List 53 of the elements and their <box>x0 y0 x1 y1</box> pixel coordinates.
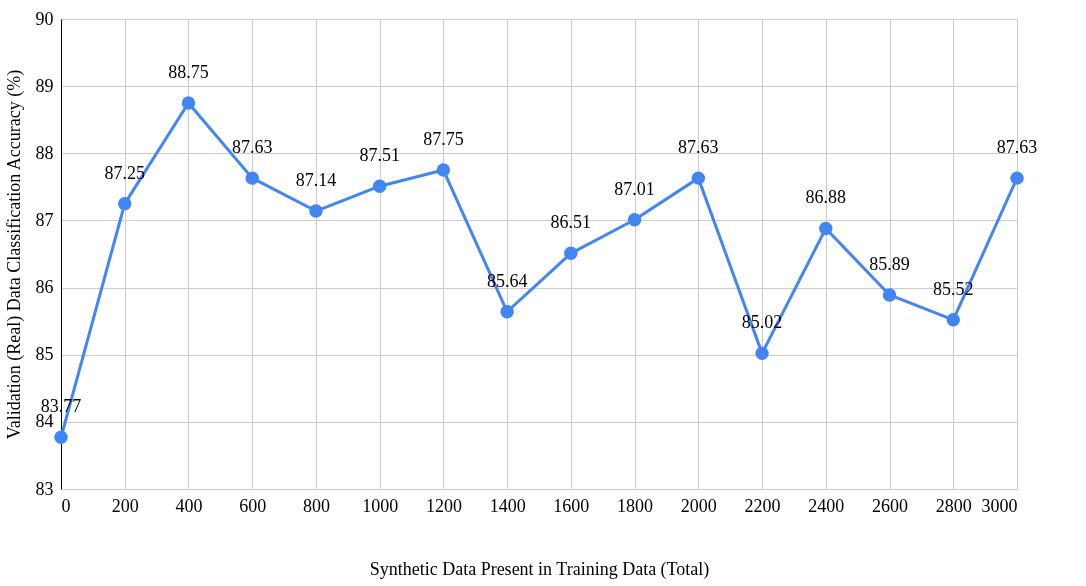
point <box>627 213 642 227</box>
y-axis-title: Validation (Real) Data Classification Accuracy (%) <box>3 69 25 440</box>
point <box>309 204 323 218</box>
data-label: 87.25 <box>104 162 145 183</box>
point <box>691 171 706 185</box>
x-tick-label: 2800 <box>935 495 972 516</box>
data-label: 87.51 <box>359 145 400 166</box>
data-label: 87.63 <box>678 137 719 158</box>
data-label: 85.89 <box>869 253 910 274</box>
x-tick-label: 2600 <box>872 495 909 516</box>
point <box>436 163 451 177</box>
point <box>882 288 897 302</box>
y-tick-label: 90 <box>35 8 54 29</box>
y-tick-label: 87 <box>35 209 54 230</box>
x-tick-label: 200 <box>111 495 139 516</box>
x-tick-label: 1000 <box>362 495 399 516</box>
x-tick-label: 800 <box>302 495 330 516</box>
data-label: 87.63 <box>996 137 1038 158</box>
point <box>564 246 578 261</box>
x-tick-label: 2400 <box>808 495 845 516</box>
x-tick-label: 400 <box>175 495 203 516</box>
y-tick-label: 88 <box>35 142 54 163</box>
y-tick-label: 85 <box>35 344 54 365</box>
x-tick-label: 0 <box>61 495 71 516</box>
y-tick-label: 83 <box>35 478 54 499</box>
data-label: 88.75 <box>168 61 209 82</box>
point <box>500 305 514 319</box>
point <box>118 196 132 211</box>
x-tick-label: 1400 <box>489 495 526 516</box>
x-tick-label: 1800 <box>617 495 654 516</box>
point <box>54 430 68 444</box>
point <box>245 171 259 185</box>
point <box>372 179 387 193</box>
x-tick-label: 3000 <box>981 495 1018 516</box>
y-tick-label: 89 <box>35 75 54 96</box>
x-tick-label: 1200 <box>425 495 462 516</box>
x-axis-title: Synthetic Data Present in Training Data (Total) <box>369 558 710 580</box>
data-label: 87.63 <box>231 137 273 158</box>
x-tick-label: 2200 <box>744 495 781 516</box>
data-label: 87.14 <box>295 170 337 191</box>
point <box>181 96 196 110</box>
point <box>755 346 769 361</box>
x-tick-label: 1600 <box>553 495 590 516</box>
point <box>819 221 833 236</box>
x-tick-label: 2000 <box>680 495 717 516</box>
data-label: 87.75 <box>423 129 464 150</box>
data-label: 87.01 <box>614 178 655 199</box>
point <box>946 313 960 327</box>
point <box>1010 171 1024 185</box>
data-label: 86.88 <box>805 187 847 208</box>
x-tick-label: 600 <box>239 495 267 516</box>
y-tick-label: 86 <box>35 277 54 298</box>
data-label: 86.51 <box>550 212 592 233</box>
